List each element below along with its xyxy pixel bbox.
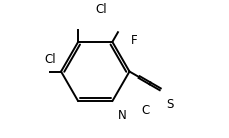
Text: F: F xyxy=(130,34,137,47)
Text: Cl: Cl xyxy=(95,3,106,16)
Text: N: N xyxy=(118,109,126,122)
Text: Cl: Cl xyxy=(45,53,56,66)
Text: C: C xyxy=(141,104,149,117)
Text: S: S xyxy=(166,98,173,111)
